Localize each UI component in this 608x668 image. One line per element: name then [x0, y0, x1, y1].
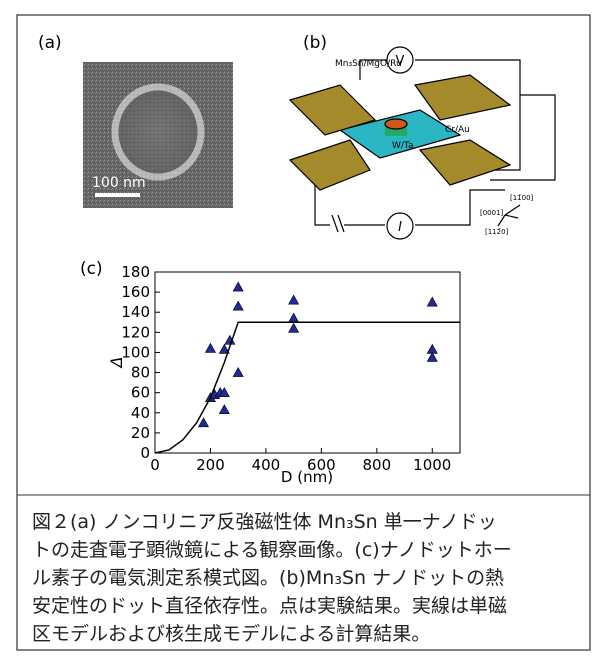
- underlayer-label: W/Ta: [392, 141, 413, 151]
- caption-line: 区モデルおよび核生成モデルによる計算結果。: [32, 623, 430, 645]
- y-tick-label: 140: [121, 303, 150, 321]
- y-tick-label: 0: [140, 444, 150, 462]
- y-tick-label: 160: [121, 283, 150, 301]
- y-tick-label: 120: [121, 323, 150, 341]
- caption-line: 図２(a) ノンコリニア反強磁性体 Mn₃Sn 単一ナノドッ: [32, 511, 497, 533]
- direction-label: [11̄00]: [510, 194, 534, 202]
- scale-bar-label: 100 nm: [92, 175, 146, 191]
- panel-label: (a): [38, 33, 62, 53]
- x-tick-label: 0: [150, 456, 160, 474]
- direction-label: [112̄0]: [485, 228, 509, 236]
- sem-image: 100 nm: [83, 62, 233, 208]
- y-tick-label: 80: [131, 364, 150, 382]
- y-tick-label: 40: [131, 404, 150, 422]
- x-tick-label: 800: [362, 456, 391, 474]
- panel-label: (c): [80, 259, 103, 279]
- voltmeter-label: V: [396, 54, 405, 69]
- direction-label: [0001]: [480, 209, 504, 217]
- caption-line: トの走査電子顕微鏡による観察画像。(c)ナノドットホー: [32, 539, 512, 561]
- y-tick-label: 100: [121, 343, 150, 361]
- x-tick-label: 200: [196, 456, 225, 474]
- y-tick-label: 20: [131, 424, 150, 442]
- current-label: I: [398, 220, 402, 235]
- x-tick-label: 400: [252, 456, 281, 474]
- figure: (a) 100 nm (b) Mn₃Sn/MgO/Ru V W/Ta Cr/Au…: [0, 0, 608, 664]
- stack-label: Mn₃Sn/MgO/Ru: [335, 59, 402, 69]
- caption-line: 安定性のドット直径依存性。点は実験結果。実線は単磁: [32, 595, 507, 617]
- x-tick-label: 1000: [413, 456, 451, 474]
- x-tick-label: 600: [307, 456, 336, 474]
- y-tick-label: 60: [131, 384, 150, 402]
- caption-line: ル素子の電気測定系模式図。(b)Mn₃Sn ナノドットの熱: [32, 567, 504, 589]
- y-tick-label: 180: [121, 263, 150, 281]
- electrode-label: Cr/Au: [445, 125, 470, 135]
- panel-label: (b): [303, 33, 327, 53]
